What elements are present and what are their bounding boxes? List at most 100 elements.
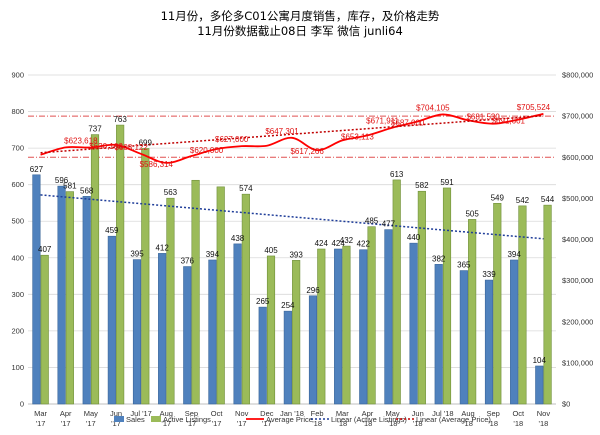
sales-bar xyxy=(132,259,142,405)
category-year-label: '17 xyxy=(61,419,71,428)
category-label: Apr xyxy=(362,409,374,418)
sales-data-label: 382 xyxy=(432,254,446,263)
category-year-label: '18 xyxy=(488,419,498,428)
active-listings-bar xyxy=(417,190,426,405)
category-label: Nov xyxy=(537,409,551,418)
category-year-label: '17 xyxy=(187,419,197,428)
sales-bar xyxy=(158,253,167,405)
left-tick-label: 0 xyxy=(20,400,24,409)
legend-swatch xyxy=(151,416,161,422)
legend-label: Linear (Active Listings) xyxy=(331,415,407,424)
active-listings-bar xyxy=(65,191,74,405)
right-tick-label: $400,000 xyxy=(562,235,593,244)
legend-label: Sales xyxy=(126,415,145,424)
price-data-label: $705,524 xyxy=(517,103,551,112)
category-label: Feb xyxy=(311,409,324,418)
sales-bar xyxy=(107,235,116,405)
bars xyxy=(32,124,552,405)
sales-bar xyxy=(208,259,217,405)
active-listings-bar xyxy=(342,245,351,405)
active-listings-bar xyxy=(116,124,125,405)
listings-data-label: 563 xyxy=(164,188,178,197)
right-tick-label: $700,000 xyxy=(562,112,593,121)
legend-label: Average Price xyxy=(266,415,313,424)
price-data-label: $608,122 xyxy=(114,143,148,152)
sales-bar xyxy=(258,306,267,405)
price-data-label: $630,166 xyxy=(89,142,123,151)
active-listings-bar xyxy=(191,179,200,405)
sales-data-label: 394 xyxy=(507,250,521,259)
listings-data-label: 405 xyxy=(264,246,278,255)
left-tick-label: 400 xyxy=(11,253,24,262)
left-tick-label: 800 xyxy=(11,107,24,116)
listings-data-label: 407 xyxy=(38,245,52,254)
listings-data-label: 542 xyxy=(516,196,530,205)
sales-bar xyxy=(82,196,91,405)
category-year-label: '17 xyxy=(212,419,222,428)
price-data-label: $617,266 xyxy=(290,147,324,156)
right-axis: $0 $100,000 $200,000 $300,000 $400,000 $500,0… xyxy=(562,71,593,409)
left-tick-label: 300 xyxy=(11,290,24,299)
category-year-label: '18 xyxy=(413,419,423,428)
chart-subtitle: 11月份数据截止08日 李军 微信 junli64 xyxy=(197,24,403,38)
sales-bar xyxy=(535,365,544,405)
listings-data-label: 613 xyxy=(390,170,404,179)
active-listings-bar xyxy=(468,219,477,405)
listings-data-label: 424 xyxy=(315,239,329,248)
listings-data-label: 544 xyxy=(541,195,555,204)
category-label: Oct xyxy=(512,409,525,418)
sales-data-label: 265 xyxy=(256,297,270,306)
category-year-label: '18 xyxy=(312,419,322,428)
active-listings-bar xyxy=(317,248,326,405)
sales-data-label: 104 xyxy=(533,356,547,365)
listings-data-label: 582 xyxy=(415,181,429,190)
right-tick-label: $800,000 xyxy=(562,71,593,80)
right-tick-label: $200,000 xyxy=(562,317,593,326)
sales-data-label: 376 xyxy=(181,257,195,266)
grid-lines xyxy=(28,74,556,405)
category-year-label: '17 xyxy=(86,419,96,428)
left-tick-label: 600 xyxy=(11,180,24,189)
active-listings-bar xyxy=(266,255,276,405)
legend-label: Linear (Average Price) xyxy=(416,415,491,424)
active-listings-bar xyxy=(367,226,376,405)
average-price-line xyxy=(40,112,544,164)
right-tick-label: $500,000 xyxy=(562,194,593,203)
category-label: Mar xyxy=(34,409,47,418)
sales-bar xyxy=(409,242,418,405)
price-data-label: $671,911 xyxy=(366,117,399,126)
listings-data-label: 699 xyxy=(139,138,153,147)
left-tick-label: 900 xyxy=(11,71,24,80)
sales-bar xyxy=(384,229,393,405)
sales-bar xyxy=(484,279,494,405)
listings-data-label: 763 xyxy=(113,115,127,124)
price-data-label: $620,000 xyxy=(190,146,224,155)
price-data-label: $647,301 xyxy=(265,127,299,136)
listings-data-label: 485 xyxy=(365,217,379,226)
price-data-label: $691,601 xyxy=(492,117,526,126)
price-data-label: $681,530 xyxy=(466,113,500,122)
category-year-label: '17 xyxy=(237,419,247,428)
listings-data-label: 737 xyxy=(88,125,102,134)
left-axis: 0 100 200 300 400 500 600 700 800 900 xyxy=(11,71,24,409)
sales-bar xyxy=(434,264,443,405)
category-label: Aug xyxy=(461,409,474,418)
sales-data-label: 596 xyxy=(55,176,69,185)
category-label: Sep xyxy=(185,409,198,418)
left-tick-label: 500 xyxy=(11,217,24,226)
sales-data-label: 459 xyxy=(105,226,119,235)
listings-data-label: 549 xyxy=(491,193,505,202)
category-year-label: '18 xyxy=(337,419,347,428)
active-listings-bar xyxy=(216,186,225,405)
category-year-label: '17 xyxy=(111,419,121,428)
active-listings-bar xyxy=(493,203,502,405)
sales-data-label: 422 xyxy=(357,240,371,249)
category-label: Jul '18 xyxy=(432,409,453,418)
sales-data-label: 568 xyxy=(80,186,94,195)
active-listings-bar xyxy=(543,204,552,405)
category-label: Jan '18 xyxy=(280,409,304,418)
left-tick-label: 200 xyxy=(11,326,24,335)
category-year-label: '18 xyxy=(388,419,398,428)
sales-data-label: 296 xyxy=(306,286,320,295)
right-tick-label: $600,000 xyxy=(562,153,593,162)
